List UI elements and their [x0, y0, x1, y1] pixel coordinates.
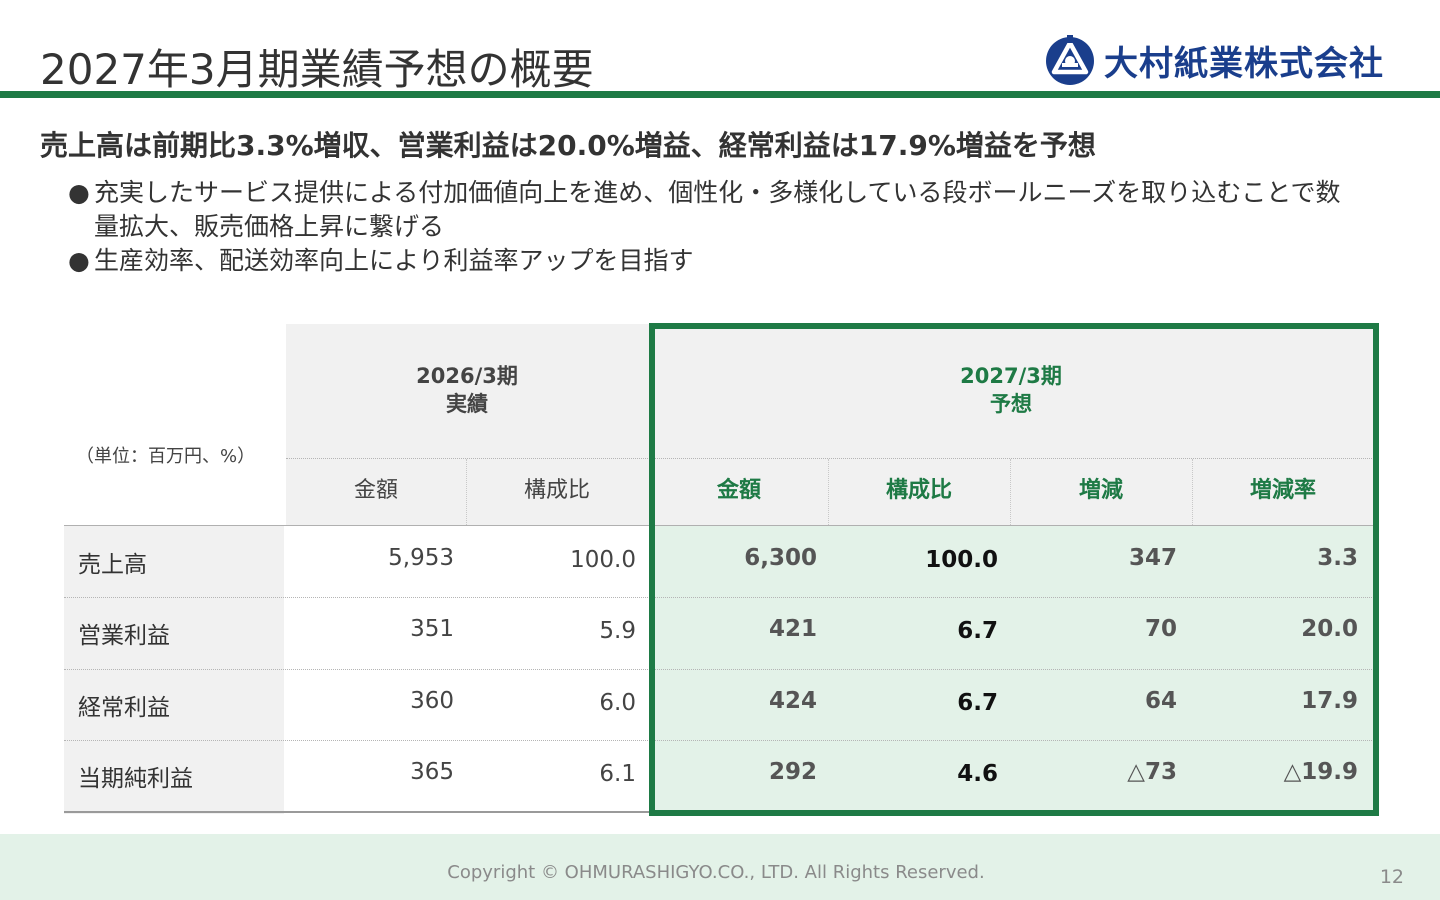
forecast-label: 予想 [990, 392, 1032, 416]
column-divider [466, 459, 467, 525]
bullet-marker: ● [68, 246, 90, 275]
change-rate-cell: 20.0 [1301, 616, 1358, 642]
change-cell: 64 [1144, 688, 1177, 714]
actual-header-bg [286, 324, 650, 526]
bullet-marker: ● [68, 178, 90, 207]
forecast-amount-cell: 421 [768, 616, 817, 642]
table-bottom-rule [64, 811, 654, 813]
forecast-highlight-frame [649, 323, 1379, 816]
row-label: 当期純利益 [78, 766, 193, 792]
change-cell: △73 [1127, 759, 1177, 785]
change-cell: 70 [1144, 616, 1177, 642]
forecast-ratio-cell: 6.7 [957, 690, 998, 716]
forecast-period-header: 2027/3期 予想 [650, 362, 1372, 418]
actual-amount-cell: 365 [410, 759, 454, 785]
slide-title: 2027年3月期業績予想の概要 [40, 45, 594, 94]
company-emblem-icon [1046, 35, 1094, 85]
actual-amount-cell: 360 [410, 688, 454, 714]
forecast-ratio-cell: 100.0 [925, 547, 998, 573]
actual-amount-cell: 351 [410, 616, 454, 642]
change-rate-cell: 17.9 [1301, 688, 1358, 714]
actual-ratio-cell: 100.0 [570, 547, 636, 573]
header-bottom-rule [64, 525, 1374, 526]
column-header-change: 増減 [1078, 478, 1123, 503]
actual-ratio-cell: 6.1 [599, 761, 636, 787]
bullet-item: ● 充実したサービス提供による付加価値向上を進め、個性化・多様化している段ボール… [68, 176, 1364, 244]
actual-ratio-cell: 6.0 [599, 690, 636, 716]
row-label-column-bg [64, 526, 284, 814]
unit-note: （単位：百万円、%） [76, 446, 256, 467]
row-divider [64, 597, 1374, 598]
actual-period: 2026/3期 [416, 364, 518, 388]
actual-period-header: 2026/3期 実績 [286, 362, 648, 418]
column-header-actual-ratio: 構成比 [523, 478, 590, 503]
row-label: 売上高 [78, 552, 147, 578]
column-header-change-rate: 増減率 [1249, 478, 1316, 503]
forecast-body-bg [650, 526, 1378, 814]
bullet-text: 生産効率、配送効率向上により利益率アップを目指す [94, 246, 694, 275]
column-header-forecast-amount: 金額 [716, 478, 761, 503]
forecast-ratio-cell: 6.7 [957, 618, 998, 644]
column-divider [1192, 459, 1193, 525]
actual-amount-cell: 5,953 [388, 545, 454, 571]
page-number: 12 [1379, 866, 1404, 888]
footer-band [0, 834, 1440, 900]
actual-label: 実績 [446, 392, 488, 416]
forecast-ratio-cell: 4.6 [957, 761, 998, 787]
copyright-text: Copyright © OHMURASHIGYO.CO., LTD. All R… [447, 862, 985, 883]
bullet-list: ● 充実したサービス提供による付加価値向上を進め、個性化・多様化している段ボール… [68, 176, 1364, 278]
row-divider [64, 740, 1374, 741]
summary-headline: 売上高は前期比3.3%増収、営業利益は20.0%増益、経常利益は17.9%増益を… [40, 129, 1096, 162]
header-divider [286, 458, 1374, 459]
bullet-item: ● 生産効率、配送効率向上により利益率アップを目指す [68, 244, 1364, 278]
forecast-header-bg [650, 324, 1378, 526]
forecast-period: 2027/3期 [960, 364, 1062, 388]
change-cell: 347 [1128, 545, 1177, 571]
column-divider [828, 459, 829, 525]
change-rate-cell: △19.9 [1283, 759, 1358, 785]
column-header-actual-amount: 金額 [353, 478, 398, 503]
bullet-text: 充実したサービス提供による付加価値向上を進め、個性化・多様化している段ボールニー… [94, 178, 1341, 241]
row-label: 経常利益 [78, 695, 170, 721]
change-rate-cell: 3.3 [1317, 545, 1358, 571]
company-name: 大村紙業株式会社 [1104, 43, 1384, 84]
row-label: 営業利益 [78, 623, 170, 649]
company-logo: 大村紙業株式会社 [1044, 34, 1384, 86]
row-divider [64, 669, 1374, 670]
column-divider [1010, 459, 1011, 525]
actual-ratio-cell: 5.9 [599, 618, 636, 644]
forecast-amount-cell: 6,300 [744, 545, 817, 571]
column-header-forecast-ratio: 構成比 [885, 478, 952, 503]
title-underline [0, 91, 1440, 98]
forecast-amount-cell: 292 [768, 759, 817, 785]
forecast-amount-cell: 424 [768, 688, 817, 714]
